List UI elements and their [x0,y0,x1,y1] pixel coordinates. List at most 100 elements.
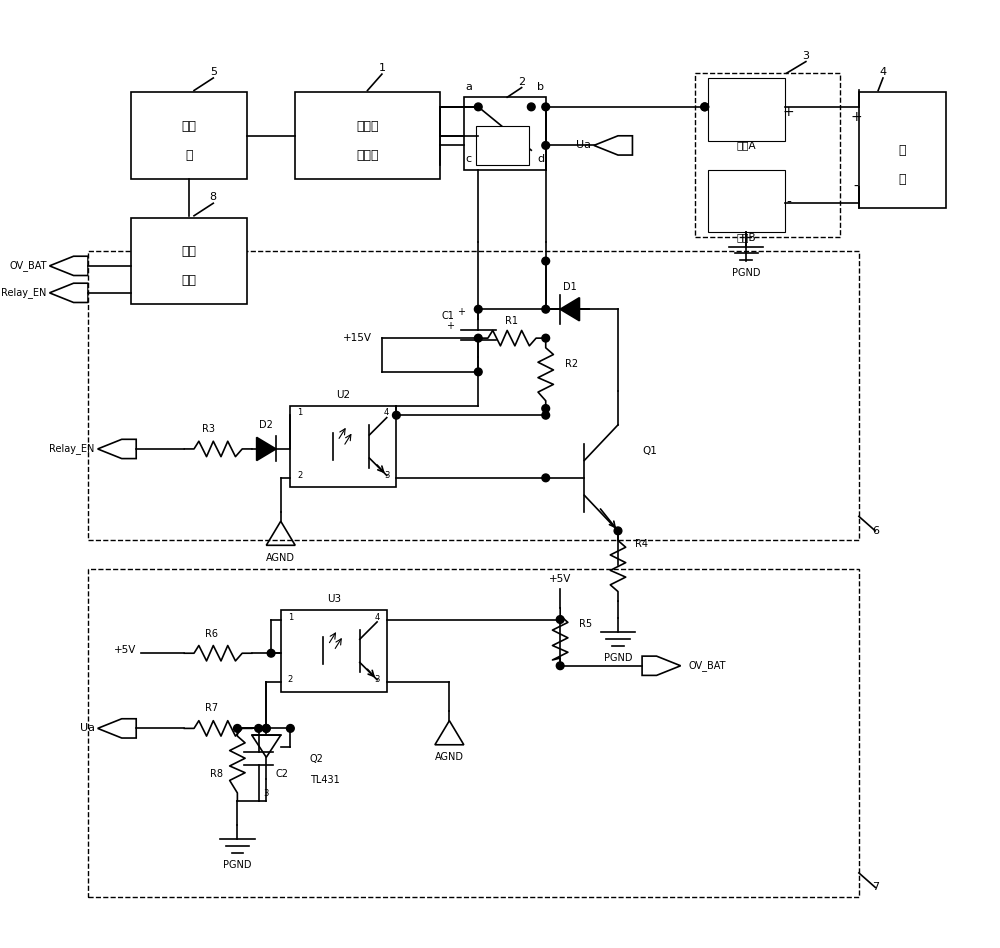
Text: a: a [465,82,472,92]
Text: 池: 池 [899,173,906,186]
Text: Relay_EN: Relay_EN [49,444,95,454]
Text: 6: 6 [872,526,879,536]
Text: 端口A: 端口A [736,140,756,151]
Text: R1: R1 [505,316,518,326]
Text: R2: R2 [565,359,578,369]
Text: +: + [457,307,465,318]
Text: 3: 3 [802,50,809,61]
Text: Ua: Ua [80,723,95,734]
Text: 端口B: 端口B [736,232,756,242]
Text: R7: R7 [205,703,218,713]
Circle shape [474,305,482,313]
Text: 1: 1 [288,612,293,622]
Circle shape [542,103,550,111]
Text: TL431: TL431 [310,775,339,785]
Text: 换电路: 换电路 [356,149,379,161]
Bar [88,251,859,540]
Polygon shape [560,298,579,320]
Text: 4: 4 [384,409,389,417]
Text: R5: R5 [579,619,593,629]
Bar [295,92,440,179]
Text: 7: 7 [872,883,879,892]
Bar [131,218,247,304]
Text: U3: U3 [327,594,341,604]
Text: PGND: PGND [604,653,632,663]
Text: 8: 8 [210,192,217,202]
Text: b: b [537,82,544,92]
Circle shape [542,141,550,149]
Text: AGND: AGND [435,753,464,762]
Circle shape [393,411,400,419]
Circle shape [542,411,550,419]
Text: AGND: AGND [266,553,295,563]
Text: Ua: Ua [576,140,591,151]
Polygon shape [310,433,333,460]
Text: C1: C1 [441,311,454,321]
Circle shape [701,103,709,111]
Text: 机: 机 [185,149,193,161]
Bar [290,406,396,487]
Text: 上位: 上位 [182,119,197,133]
Circle shape [542,257,550,264]
Text: 1: 1 [378,64,385,73]
Circle shape [262,724,270,732]
Circle shape [267,649,275,657]
Bar [708,78,785,140]
Bar [476,126,529,165]
Circle shape [474,368,482,375]
Circle shape [542,474,550,482]
Text: d: d [537,154,544,164]
Bar [88,570,859,897]
Text: 2: 2 [518,77,525,86]
Circle shape [542,405,550,412]
Circle shape [556,615,564,624]
Text: 4: 4 [374,612,380,622]
Circle shape [527,103,535,111]
Circle shape [287,724,294,732]
Bar [464,98,546,170]
Text: D2: D2 [259,420,273,429]
Circle shape [542,305,550,313]
Circle shape [262,724,270,732]
Text: R6: R6 [205,629,218,639]
Circle shape [614,527,622,535]
Text: +: + [446,320,454,331]
Text: 4: 4 [879,67,887,77]
Circle shape [701,103,709,111]
Text: +: + [783,104,794,118]
Circle shape [474,103,482,111]
Text: 1: 1 [297,409,303,417]
Text: OV_BAT: OV_BAT [9,261,47,271]
Bar [708,170,785,232]
Text: R3: R3 [202,424,215,433]
Circle shape [556,662,564,669]
Text: D1: D1 [563,282,577,292]
Text: 2: 2 [297,471,303,480]
Text: 3: 3 [384,471,389,480]
Text: +: + [850,110,862,123]
Circle shape [255,724,262,732]
Text: +15V: +15V [343,333,372,343]
Bar [859,92,946,208]
Text: C2: C2 [276,769,289,778]
Text: c: c [466,154,472,164]
Text: U2: U2 [336,390,350,400]
Text: 电: 电 [899,144,906,156]
Text: +5V: +5V [549,574,571,584]
Text: 2: 2 [288,675,293,684]
Text: PGND: PGND [732,267,760,278]
Text: R8: R8 [210,769,223,778]
Circle shape [234,724,241,732]
Text: 电路: 电路 [182,274,197,287]
Bar [281,610,387,692]
Bar [695,73,840,237]
Text: OV_BAT: OV_BAT [688,661,726,671]
Text: 3: 3 [374,675,380,684]
Circle shape [542,335,550,342]
Text: 电源变: 电源变 [356,119,379,133]
Text: R4: R4 [635,539,648,549]
Text: Relay_EN: Relay_EN [1,287,47,299]
Text: 3: 3 [264,789,269,798]
Bar [131,92,247,179]
Text: 5: 5 [210,67,217,77]
